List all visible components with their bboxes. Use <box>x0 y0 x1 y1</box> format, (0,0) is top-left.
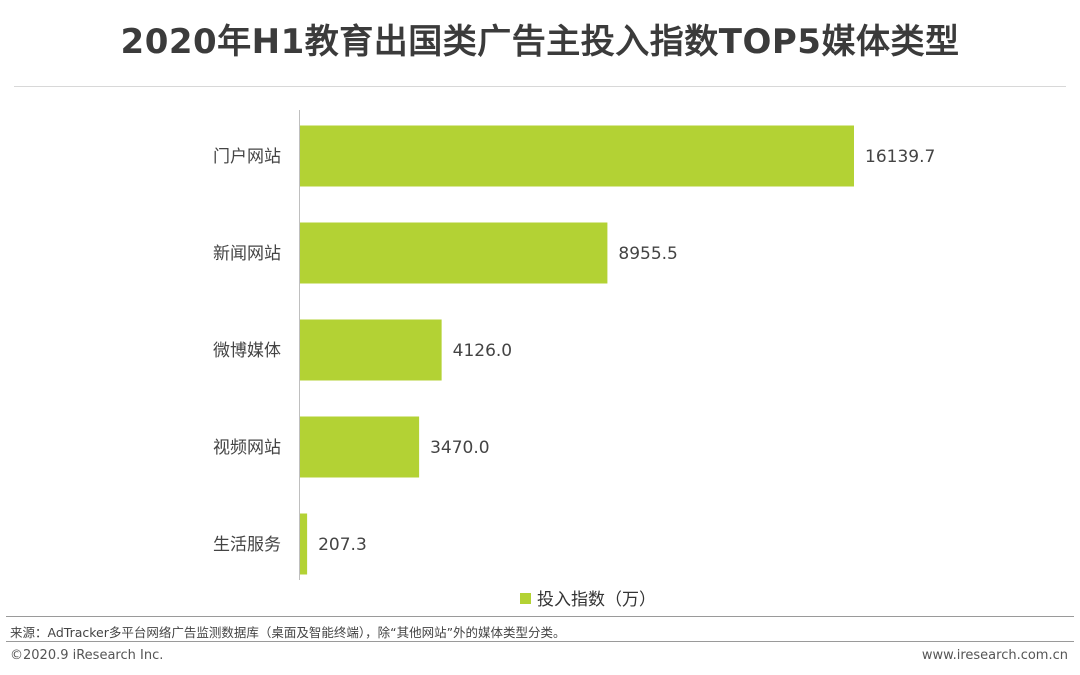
source-note: 来源：AdTracker多平台网络广告监测数据库（桌面及智能终端），除“其他网站… <box>10 625 566 640</box>
value-label-0: 16139.7 <box>865 147 935 167</box>
bar-1 <box>300 222 608 284</box>
title-divider <box>14 86 1066 87</box>
copyright: ©2020.9 iResearch Inc. <box>10 648 164 663</box>
legend-label: 投入指数（万） <box>537 590 656 610</box>
category-label-1: 新闻网站 <box>213 244 281 264</box>
bar-0 <box>300 125 854 187</box>
website-link[interactable]: www.iresearch.com.cn <box>921 648 1068 663</box>
bars-group: 门户网站 16139.7 新闻网站 8955.5 微博媒体 4126.0 视频网站 3470.… <box>213 125 935 575</box>
category-label-3: 视频网站 <box>213 438 281 458</box>
category-label-2: 微博媒体 <box>213 341 281 361</box>
footer-divider-top <box>6 616 1074 617</box>
category-label-4: 生活服务 <box>213 535 281 555</box>
legend-swatch <box>520 593 531 604</box>
footer-divider-bottom <box>6 641 1074 642</box>
bar-2 <box>300 319 442 381</box>
category-label-0: 门户网站 <box>213 147 281 167</box>
value-label-3: 3470.0 <box>430 438 489 458</box>
chart-title: 2020年H1教育出国类广告主投入指数TOP5媒体类型 <box>120 22 960 62</box>
legend: 投入指数（万） <box>520 590 656 610</box>
bar-chart: 门户网站 16139.7 新闻网站 8955.5 微博媒体 4126.0 视频网站 3470.… <box>213 110 935 610</box>
value-label-4: 207.3 <box>318 535 367 555</box>
value-label-1: 8955.5 <box>618 244 677 264</box>
value-label-2: 4126.0 <box>453 341 512 361</box>
bar-3 <box>300 416 420 478</box>
bar-4 <box>300 513 308 575</box>
